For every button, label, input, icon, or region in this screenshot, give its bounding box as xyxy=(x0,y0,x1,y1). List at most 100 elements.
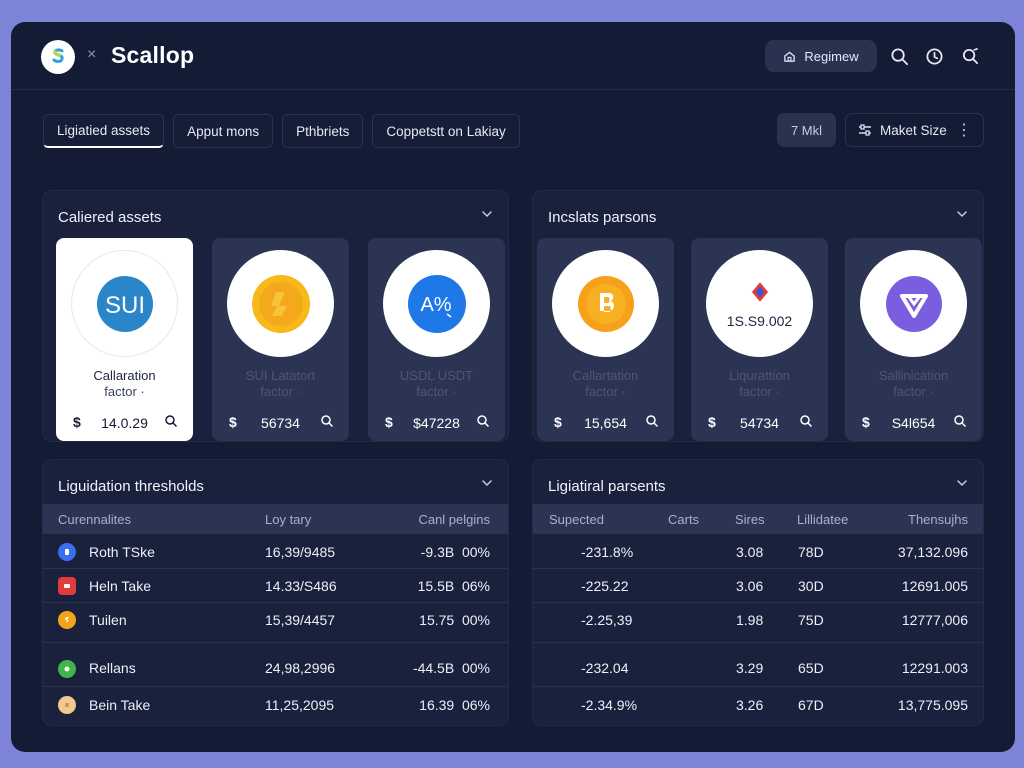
row-value: 15,39/4457 xyxy=(265,612,336,628)
green-token-icon xyxy=(58,660,76,678)
insolvent-positions-panel: Incslats parsons Callartation factor · $… xyxy=(532,190,984,442)
top-bar: × Scallop Regimew xyxy=(11,22,1015,90)
search-icon[interactable] xyxy=(164,414,178,428)
tab-pthbriets[interactable]: Pthbriets xyxy=(282,114,364,148)
asset-card-usdt[interactable]: A% USDL USDT factor · $ $47228 xyxy=(368,238,505,441)
column-header[interactable]: Loy tary xyxy=(265,512,312,527)
column-header[interactable]: Supected xyxy=(549,512,604,527)
cell-sires: 78D xyxy=(798,544,824,560)
scallop-logo-icon xyxy=(52,48,64,63)
table-row[interactable]: Bein Take 11,25,2095 16.39 06% xyxy=(43,688,508,722)
asset-name: Liqurattion xyxy=(729,368,790,383)
row-percent: 15.5B 06% xyxy=(417,578,490,594)
tab-coppetstt[interactable]: Coppetstt on Lakiay xyxy=(372,114,520,148)
brand-name: Scallop xyxy=(111,42,195,68)
table-row[interactable]: -232.04 3.29 65D 12291.003 xyxy=(533,651,983,687)
search-alt-icon[interactable] xyxy=(960,46,980,66)
usdt-token-icon: A% xyxy=(383,250,490,357)
table-row[interactable]: -231.8% 3.08 78D 37,132.096 xyxy=(533,535,983,569)
chevron-down-icon[interactable] xyxy=(955,207,969,221)
search-icon[interactable] xyxy=(645,414,659,428)
diamond-token-icon: 1S.S9.002 xyxy=(706,250,813,357)
liquidation-thresholds-panel: Liguidation thresholds Curennalites Loy … xyxy=(42,459,509,726)
token-amount: 1S.S9.002 xyxy=(726,312,793,329)
asset-name: Sallinication xyxy=(878,368,949,383)
cell-sires: 30D xyxy=(798,578,824,594)
chevron-down-icon[interactable] xyxy=(480,207,494,221)
market-size-button[interactable]: Maket Size ⋮ xyxy=(845,113,984,147)
more-options-icon[interactable]: ⋮ xyxy=(956,122,972,139)
tab-apput-mons[interactable]: Apput mons xyxy=(173,114,274,148)
column-header[interactable]: Sires xyxy=(735,512,765,527)
table-row[interactable]: -2.25,39 1.98 75D 12777,006 xyxy=(533,603,983,643)
panel-title: Incslats parsons xyxy=(548,209,657,226)
cell-thresholds: 37,132.096 xyxy=(897,544,968,560)
cell-thresholds: 12777,006 xyxy=(901,612,968,628)
column-header[interactable]: Curennalites xyxy=(58,512,131,527)
tab-liquidated-assets[interactable]: Ligiatied assets xyxy=(43,114,165,148)
table-row[interactable]: Heln Take 14.33/S486 15.5B 06% xyxy=(43,569,508,603)
search-icon[interactable] xyxy=(476,414,490,428)
cell-thresholds: 12691.005 xyxy=(901,578,968,594)
row-name: Roth TSke xyxy=(89,544,155,560)
table-header: Supected Carts Sires Lillidatee Thensujh… xyxy=(533,504,983,534)
table-row[interactable]: -2.34.9% 3.26 67D 13,775.095 xyxy=(533,688,983,722)
row-name: Heln Take xyxy=(89,578,152,594)
row-name: Tuilen xyxy=(89,612,127,628)
cell-carts: 3.08 xyxy=(736,544,764,560)
bitcoin-icon xyxy=(552,250,659,357)
tab-bar: Ligiatied assets Apput mons Pthbriets Co… xyxy=(43,114,520,148)
column-header[interactable]: Lillidatee xyxy=(797,512,849,527)
column-header[interactable]: Thensujhs xyxy=(908,512,968,527)
asset-name: Callaration xyxy=(93,368,156,383)
table-row[interactable]: Roth TSke 16,39/9485 -9.3B 00% xyxy=(43,535,508,569)
chevron-down-icon[interactable] xyxy=(955,476,969,490)
peach-token-icon xyxy=(58,696,76,714)
asset-card-liquidation[interactable]: 1S.S9.002 Liqurattion factor · $ 54734 xyxy=(691,238,828,441)
cell-supected: -2.25,39 xyxy=(581,612,633,628)
purple-token-icon xyxy=(860,250,967,357)
liquidation-positions-panel: Ligiatiral parsents Supected Carts Sires… xyxy=(532,459,984,726)
row-value: 14.33/S486 xyxy=(265,578,337,594)
primary-button-label: Regimew xyxy=(804,48,859,64)
orange-token-icon xyxy=(58,611,76,629)
column-header[interactable]: Canl pelgins xyxy=(418,512,490,527)
cell-thresholds: 13,775.095 xyxy=(897,697,968,713)
clock-icon[interactable] xyxy=(924,46,944,66)
period-filter[interactable]: 7 Mkl xyxy=(777,113,836,147)
cell-carts: 1.98 xyxy=(736,612,764,628)
cell-supected: -232.04 xyxy=(581,660,629,676)
cell-supected: -225.22 xyxy=(581,578,629,594)
cell-carts: 3.29 xyxy=(736,660,764,676)
panel-title: Ligiatiral parsents xyxy=(548,478,666,495)
chevron-down-icon[interactable] xyxy=(480,476,494,490)
scallop-logo[interactable] xyxy=(41,40,75,74)
dollar-icon: $ xyxy=(708,414,716,430)
primary-button[interactable]: Regimew xyxy=(765,40,877,72)
sui-token-icon: SUI xyxy=(71,250,178,357)
table-row[interactable]: Tuilen 15,39/4457 15.75 00% xyxy=(43,603,508,643)
row-percent: 15.75 00% xyxy=(419,612,490,628)
cell-supected: -231.8% xyxy=(581,544,634,560)
asset-card-sui-latatort[interactable]: SUI Latatort factor · $ 56734 xyxy=(212,238,349,441)
table-row[interactable]: Rellans 24,98,2996 -44.5B 00% xyxy=(43,651,508,687)
asset-card-bitcoin[interactable]: Callartation factor · $ 15,654 xyxy=(537,238,674,441)
asset-card-sallinication[interactable]: Sallinication factor · $ S4l654 xyxy=(845,238,982,441)
search-icon[interactable] xyxy=(320,414,334,428)
cell-carts: 3.06 xyxy=(736,578,764,594)
dollar-icon: $ xyxy=(385,414,393,430)
asset-name: SUI Latatort xyxy=(245,368,316,383)
table-row[interactable]: -225.22 3.06 30D 12691.005 xyxy=(533,569,983,603)
row-name: Rellans xyxy=(89,660,136,676)
cell-thresholds: 12291.003 xyxy=(901,660,968,676)
sui-symbol: SUI xyxy=(104,292,144,319)
search-icon[interactable] xyxy=(889,46,909,66)
cell-sires: 65D xyxy=(798,660,824,676)
search-icon[interactable] xyxy=(799,414,813,428)
search-icon[interactable] xyxy=(953,414,967,428)
cell-sires: 67D xyxy=(798,697,824,713)
asset-value: 15,654 xyxy=(584,415,627,431)
asset-card-sui[interactable]: SUI Callaration factor · $ 14.0.29 xyxy=(56,238,193,441)
sliders-icon xyxy=(859,124,871,136)
column-header[interactable]: Carts xyxy=(668,512,700,527)
